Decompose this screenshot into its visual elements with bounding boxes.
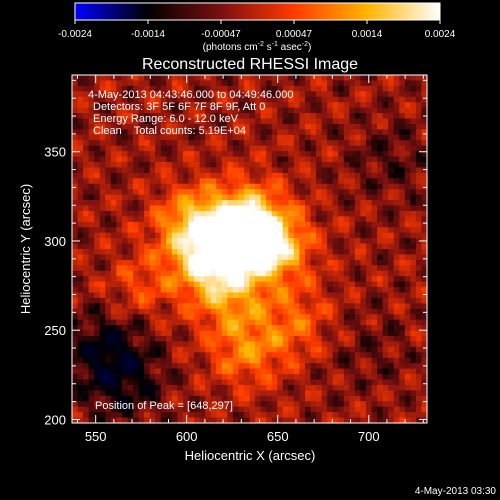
y-tick-label: 350 [44, 145, 66, 160]
colorbar: -0.0024 -0.0014 -0.00047 0.00047 0.0014 0.002… [58, 2, 456, 53]
heatmap-pixels [72, 75, 428, 424]
colorbar-gradient [74, 2, 441, 21]
y-axis-label: Heliocentric Y (arcsec) [18, 184, 33, 314]
x-tick-label: 600 [176, 429, 198, 444]
annotation-total-counts: Clean Total counts: 5.19E+04 [93, 125, 246, 137]
colorbar-ticks: -0.0024 -0.0014 -0.00047 0.00047 0.0014 0.002… [58, 20, 456, 40]
annotation-time-range: 4-May-2013 04:43:46.000 to 04:49:46.000 [88, 89, 294, 101]
axes: 550 600 650 700 200 250 300 350 [44, 75, 427, 444]
x-tick-label: 650 [267, 429, 289, 444]
annotation-detectors: Detectors: 3F 5F 6F 7F 8F 9F, Att 0 [93, 101, 265, 113]
colorbar-tick-label: -0.0024 [58, 29, 92, 40]
x-axis-label: Heliocentric X (arcsec) [185, 448, 316, 463]
x-tick-label: 550 [85, 429, 107, 444]
colorbar-tick-label: 0.00047 [276, 29, 313, 40]
colorbar-tick-label: -0.00047 [201, 29, 241, 40]
colorbar-tick-label: 0.0024 [425, 29, 456, 40]
colorbar-tick-label: -0.0014 [131, 29, 165, 40]
y-tick-label: 200 [44, 412, 66, 427]
heatmap-area: 550 600 650 700 200 250 300 350 [44, 74, 428, 444]
plot-frame [71, 74, 428, 424]
x-tick-label: 700 [358, 429, 380, 444]
y-tick-label: 250 [44, 323, 66, 338]
annotations: 4-May-2013 04:43:46.000 to 04:49:46.000 … [88, 89, 294, 412]
annotation-peak-position: Position of Peak = [648,297] [95, 400, 233, 412]
y-tick-label: 300 [44, 234, 66, 249]
colorbar-tick-label: 0.0014 [352, 29, 383, 40]
annotation-energy-range: Energy Range: 6.0 - 12.0 keV [93, 113, 239, 125]
footer-date: 4-May-2013 03:30 [415, 486, 497, 497]
colorbar-unit-label: (photons cm-2 s-1 asec-2) [203, 41, 312, 53]
chart-title: Reconstructed RHESSI Image [142, 56, 358, 73]
